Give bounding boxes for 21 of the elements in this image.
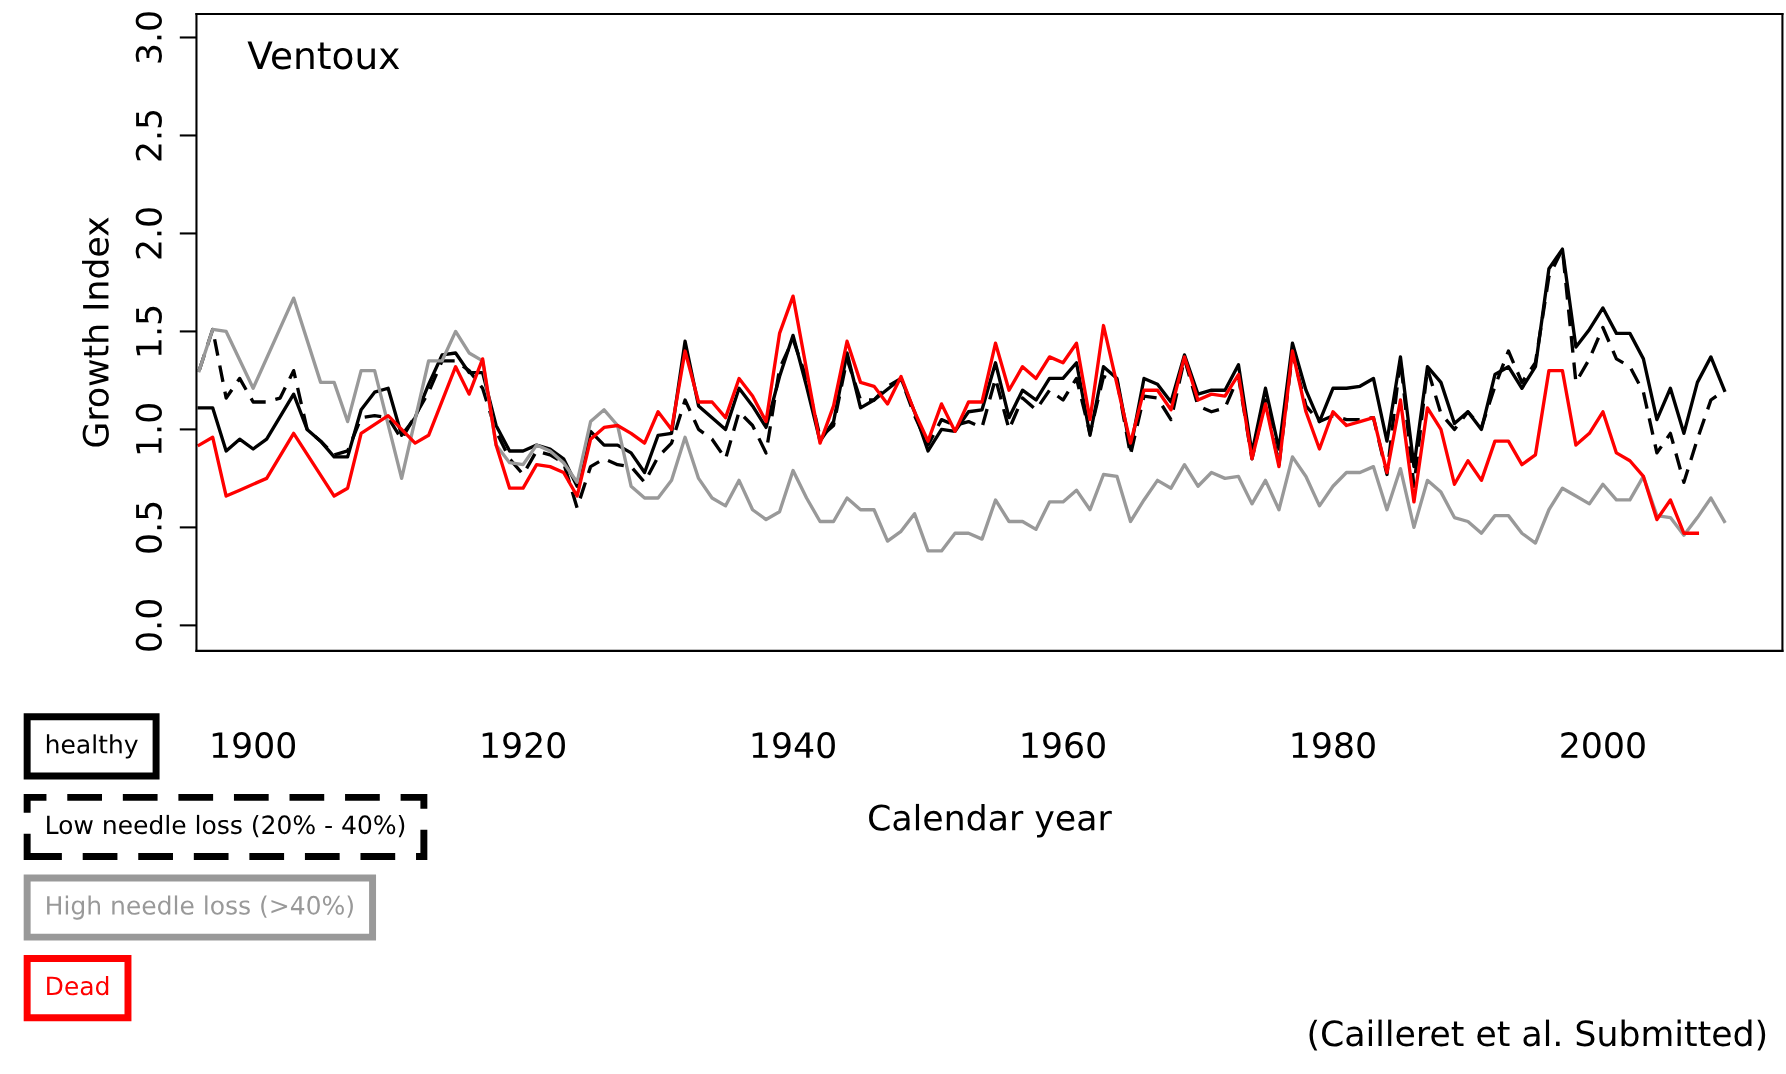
x-tick-label: 1940	[752, 732, 835, 759]
text: healthy	[46, 734, 138, 759]
y-axis-title: Growth Index	[82, 217, 109, 447]
text: Low needle loss (20% - 40%)	[47, 814, 405, 838]
y-tick-label: 1.5	[136, 306, 162, 356]
y-tick-label: 2.0	[135, 208, 162, 259]
y-tick-label: 1.0	[135, 404, 162, 454]
y-tick-label: 0.5	[135, 502, 162, 553]
x-tick-label: 1980	[1292, 732, 1375, 759]
x-axis-title: Calendar year	[869, 803, 1112, 838]
x-tick-label: 1920	[482, 732, 565, 759]
y-tick-label: 3.0	[135, 12, 162, 63]
y-tick-label: 2.5	[135, 110, 162, 161]
text: Ventoux	[247, 41, 400, 70]
text: Dead	[47, 975, 109, 996]
x-tick-label: 1900	[212, 732, 296, 759]
x-tick-label: 1960	[1022, 732, 1105, 759]
text: High needle loss (>40%)	[47, 895, 353, 920]
y-tick-label: 0.0	[135, 600, 162, 651]
x-tick-label: 2000	[1561, 732, 1645, 759]
text: (Cailleret et al. Submitted)	[1309, 1019, 1766, 1051]
